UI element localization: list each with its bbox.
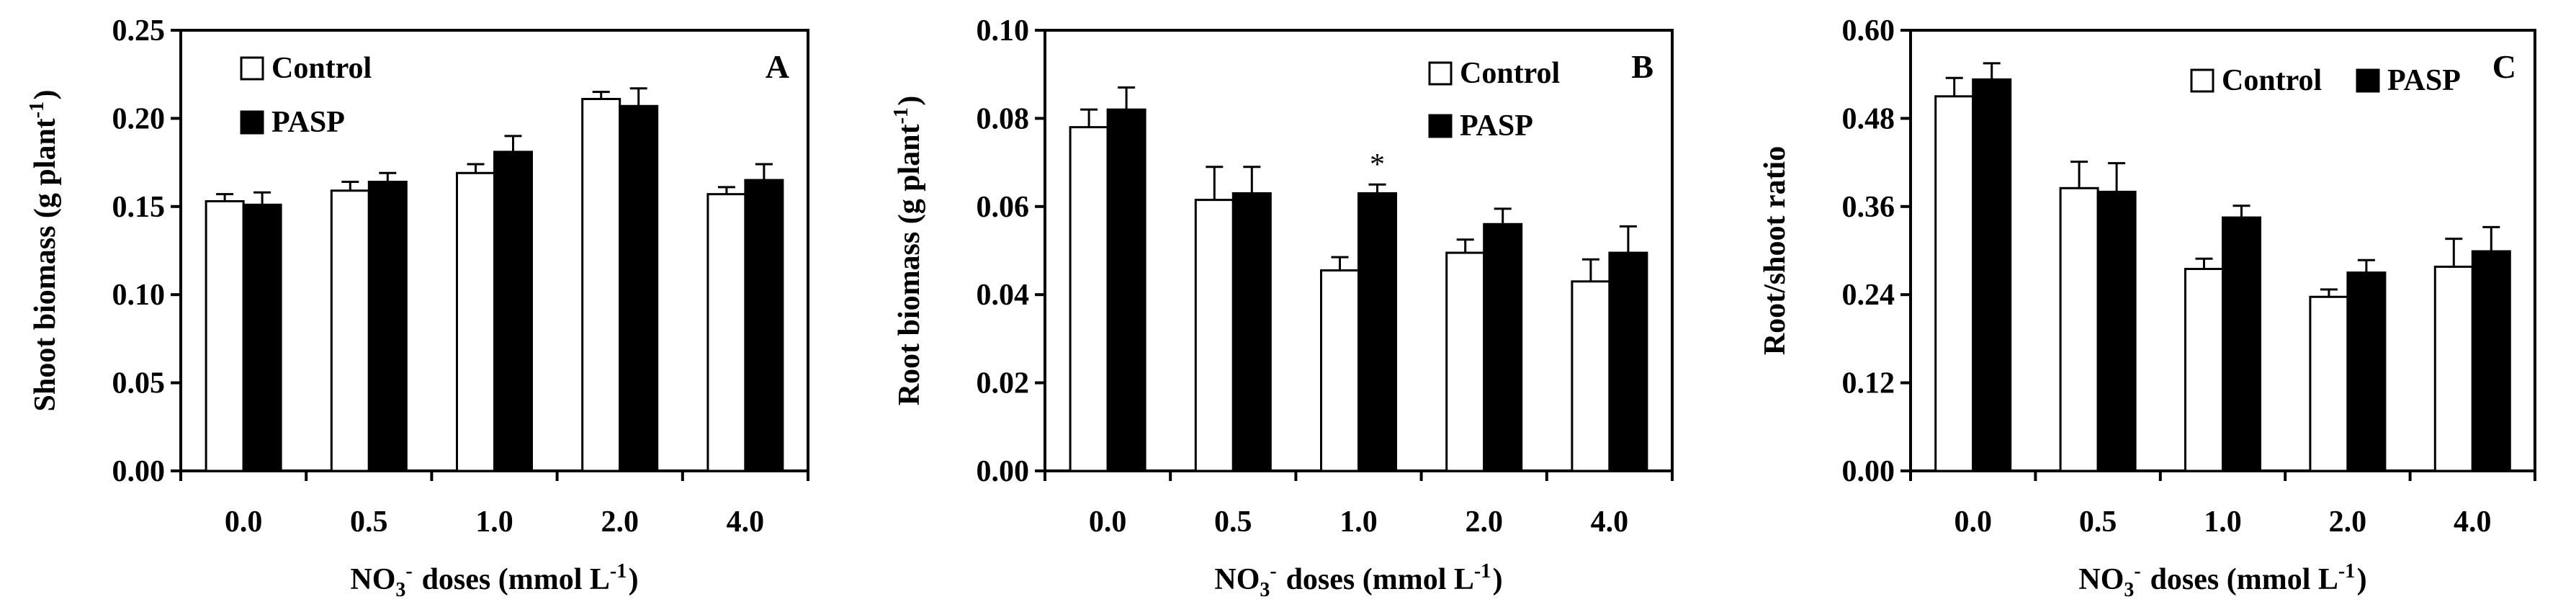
y-tick-label: 0.12 [1842, 367, 1895, 400]
y-tick-label: 0.04 [977, 279, 1030, 312]
legend-swatch-pasp [240, 110, 264, 135]
panel-label: C [2492, 48, 2516, 85]
legend-label-pasp: PASP [2387, 64, 2461, 97]
bar-pasp [2096, 190, 2137, 472]
chart-panel-b: 0.00 0.02 0.04 0.06 0.08 0.10 0.0 0.5 1.0 2.0 4.0 *… [890, 14, 1674, 601]
x-tick-label: 1.0 [2204, 505, 2242, 539]
significance-marker: * [1370, 148, 1385, 181]
bar-pasp [1231, 192, 1272, 472]
x-tick-label: 0.0 [1089, 505, 1127, 539]
bar-control [456, 171, 495, 472]
y-tick-label: 0.08 [977, 102, 1030, 135]
y-tick-label: 0.15 [112, 191, 166, 224]
y-tick-label: 0.00 [112, 455, 166, 488]
bar-pasp [367, 181, 408, 472]
bar-control [205, 199, 245, 472]
legend-label-control: Control [1460, 57, 1560, 90]
x-tick-label: 0.0 [1954, 505, 1992, 539]
y-tick-label: 0.36 [1842, 191, 1895, 224]
bar-pasp [242, 203, 282, 472]
y-tick-label: 0.00 [1842, 455, 1895, 488]
x-tick-label: 1.0 [475, 505, 513, 539]
x-tick-label: 0.0 [225, 505, 263, 539]
legend-label-pasp: PASP [271, 106, 345, 139]
x-tick-label: 2.0 [601, 505, 639, 539]
x-tick-label: 0.5 [2079, 505, 2117, 539]
y-axis-title: Root/shoot ratio [1759, 146, 1792, 355]
x-tick-label: 4.0 [727, 505, 765, 539]
chart-panel-a: 0.00 0.05 0.10 0.15 0.20 0.25 0.0 0.5 1.0 2.0 4.0 C… [26, 14, 809, 601]
bar-control [581, 97, 621, 472]
bar-control [1069, 126, 1109, 472]
legend-label-control: Control [2222, 64, 2322, 97]
y-tick-label: 0.25 [112, 14, 166, 48]
legend-swatch-control [240, 56, 264, 81]
x-tick-label: 0.5 [350, 505, 388, 539]
x-tick-label: 4.0 [2454, 505, 2492, 539]
bar-pasp [2471, 250, 2511, 472]
y-tick-label: 0.10 [977, 14, 1030, 48]
y-axis-title: Root biomass (g plant-1 ) [890, 96, 926, 406]
bar-pasp [1972, 78, 2012, 472]
x-axis-title: NO3- doses (mmol L-1 ) [350, 560, 638, 601]
y-axis-title: Shoot biomass (g plant-1 ) [26, 90, 62, 412]
bar-control [1934, 95, 1975, 472]
y-tick-label: 0.10 [112, 279, 166, 312]
x-tick-label: 1.0 [1339, 505, 1378, 539]
bar-control [1445, 251, 1486, 472]
legend-label-pasp: PASP [1460, 109, 1533, 143]
y-tick-label: 0.24 [1842, 279, 1895, 312]
x-tick-label: 2.0 [2329, 505, 2367, 539]
panel-label: A [766, 48, 789, 85]
chart-panel-c: 0.00 0.12 0.24 0.36 0.48 0.60 0.0 0.5 1.0 2.0 4.0 C… [1759, 14, 2536, 601]
x-tick-label: 4.0 [1591, 505, 1629, 539]
x-tick-label: 0.5 [1214, 505, 1252, 539]
legend-label-control: Control [271, 52, 372, 85]
bar-pasp [1106, 108, 1146, 472]
y-tick-label: 0.02 [977, 367, 1030, 400]
bar-pasp [619, 104, 659, 472]
bar-control [2059, 186, 2099, 472]
bar-pasp [744, 179, 784, 472]
y-tick-label: 0.20 [112, 102, 166, 135]
y-tick-label: 0.05 [112, 367, 166, 400]
y-tick-label: 0.48 [1842, 102, 1895, 135]
legend-swatch-control [1428, 61, 1453, 86]
bar-pasp [1483, 222, 1523, 472]
bar-pasp [1357, 192, 1397, 472]
legend-swatch-pasp [1428, 114, 1453, 138]
x-axis-title: NO3- doses (mmol L-1 ) [1214, 560, 1502, 601]
bar-control [1194, 199, 1234, 472]
legend-swatch-control [2190, 68, 2214, 93]
bar-pasp [1608, 251, 1648, 472]
bar-pasp [2222, 216, 2261, 472]
legend-swatch-pasp [2356, 68, 2380, 93]
y-tick-label: 0.60 [1842, 14, 1895, 48]
bar-control [706, 193, 747, 472]
y-tick-label: 0.06 [977, 191, 1030, 224]
bar-pasp [493, 150, 533, 472]
x-axis-title: NO3- doses (mmol L-1 ) [2078, 560, 2366, 601]
bar-control [2433, 265, 2474, 472]
panel-label: B [1631, 48, 1653, 85]
bar-control [330, 189, 370, 472]
bar-control [2309, 295, 2349, 472]
y-tick-label: 0.00 [977, 455, 1030, 488]
bar-pasp [2346, 271, 2387, 472]
bar-control [1320, 269, 1360, 472]
x-tick-label: 2.0 [1465, 505, 1503, 539]
bar-control [1571, 280, 1611, 472]
bar-control [2184, 268, 2224, 472]
